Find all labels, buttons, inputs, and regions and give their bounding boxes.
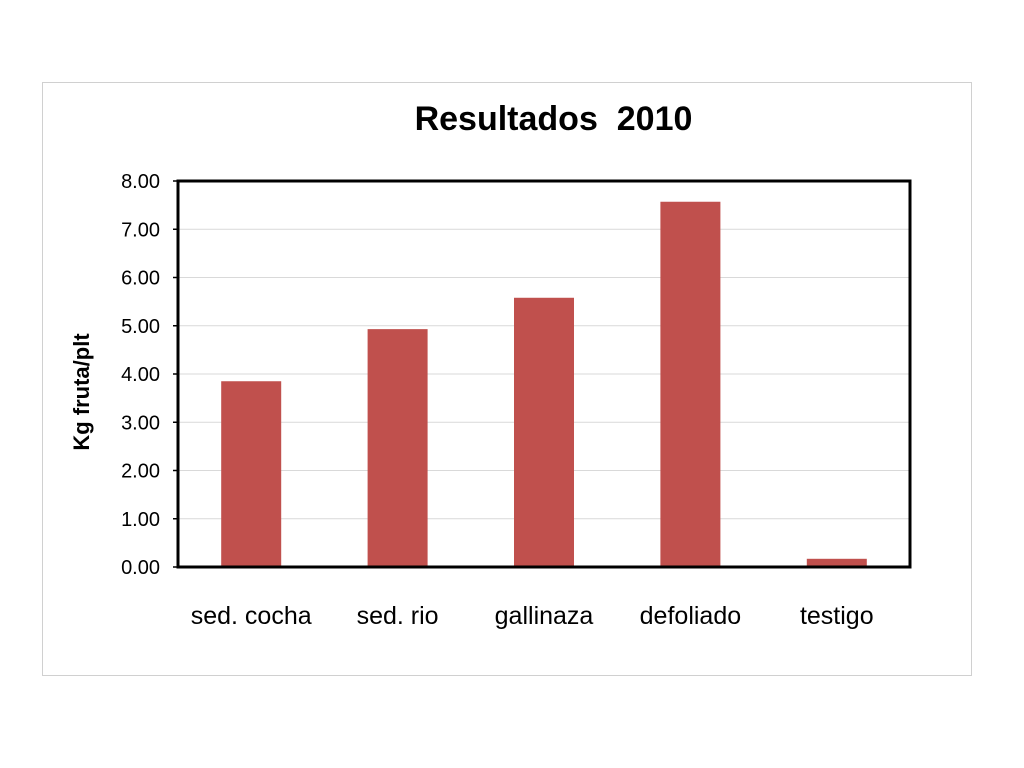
bar-defoliado [660, 201, 721, 567]
y-tick-label: 1.00 [121, 509, 160, 531]
y-tick-label: 4.00 [121, 364, 160, 386]
bar-sed-cocha [221, 381, 282, 567]
x-category-label: sed. rio [357, 602, 439, 630]
y-tick-label: 6.00 [121, 268, 160, 290]
y-tick-labels: 0.00 1.00 2.00 3.00 4.00 5.00 6.00 7.00 8.00 [121, 171, 178, 579]
x-category-label: testigo [800, 602, 874, 630]
bar-gallinaza [514, 297, 574, 567]
bar-sed-rio [367, 329, 428, 567]
y-tick-label: 0.00 [121, 557, 160, 579]
y-tick-label: 3.00 [121, 412, 160, 434]
y-tick-label: 8.00 [121, 171, 160, 193]
y-tick-label: 5.00 [121, 316, 160, 338]
x-category-labels: sed. cocha sed. rio gallinaza defoliado test… [191, 602, 874, 630]
y-tick-label: 7.00 [121, 219, 160, 241]
bar-testigo [806, 558, 867, 567]
bars [221, 201, 867, 567]
y-tick-label: 2.00 [121, 461, 160, 483]
x-category-label: gallinaza [495, 602, 594, 630]
chart-title: Resultados 2010 [414, 100, 693, 138]
x-category-label: defoliado [640, 602, 741, 630]
x-category-label: sed. cocha [191, 602, 312, 630]
